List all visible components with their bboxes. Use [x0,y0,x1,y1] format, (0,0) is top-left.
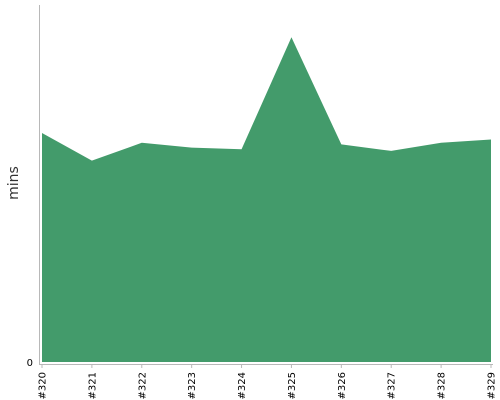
x-tick-label: #320 [38,372,49,399]
area-series [42,37,491,362]
x-tick-label: #324 [237,372,248,399]
x-tick-label: #323 [187,372,198,399]
x-tick-label: #329 [487,372,498,399]
x-tick-label: #327 [387,372,398,399]
x-tick-label: #328 [437,372,448,399]
x-axis-ticks: #320 #321 #322 #323 #324 #325 #326 #327 #328 #329 [38,364,498,399]
y-axis-ticks: 0 [27,358,33,369]
x-tick-label: #325 [287,372,298,399]
y-tick-label: 0 [27,358,33,369]
x-tick-label: #326 [337,372,348,399]
x-tick-label: #321 [87,372,98,399]
y-axis-title: mins [6,166,22,200]
x-tick-label: #322 [137,372,148,399]
